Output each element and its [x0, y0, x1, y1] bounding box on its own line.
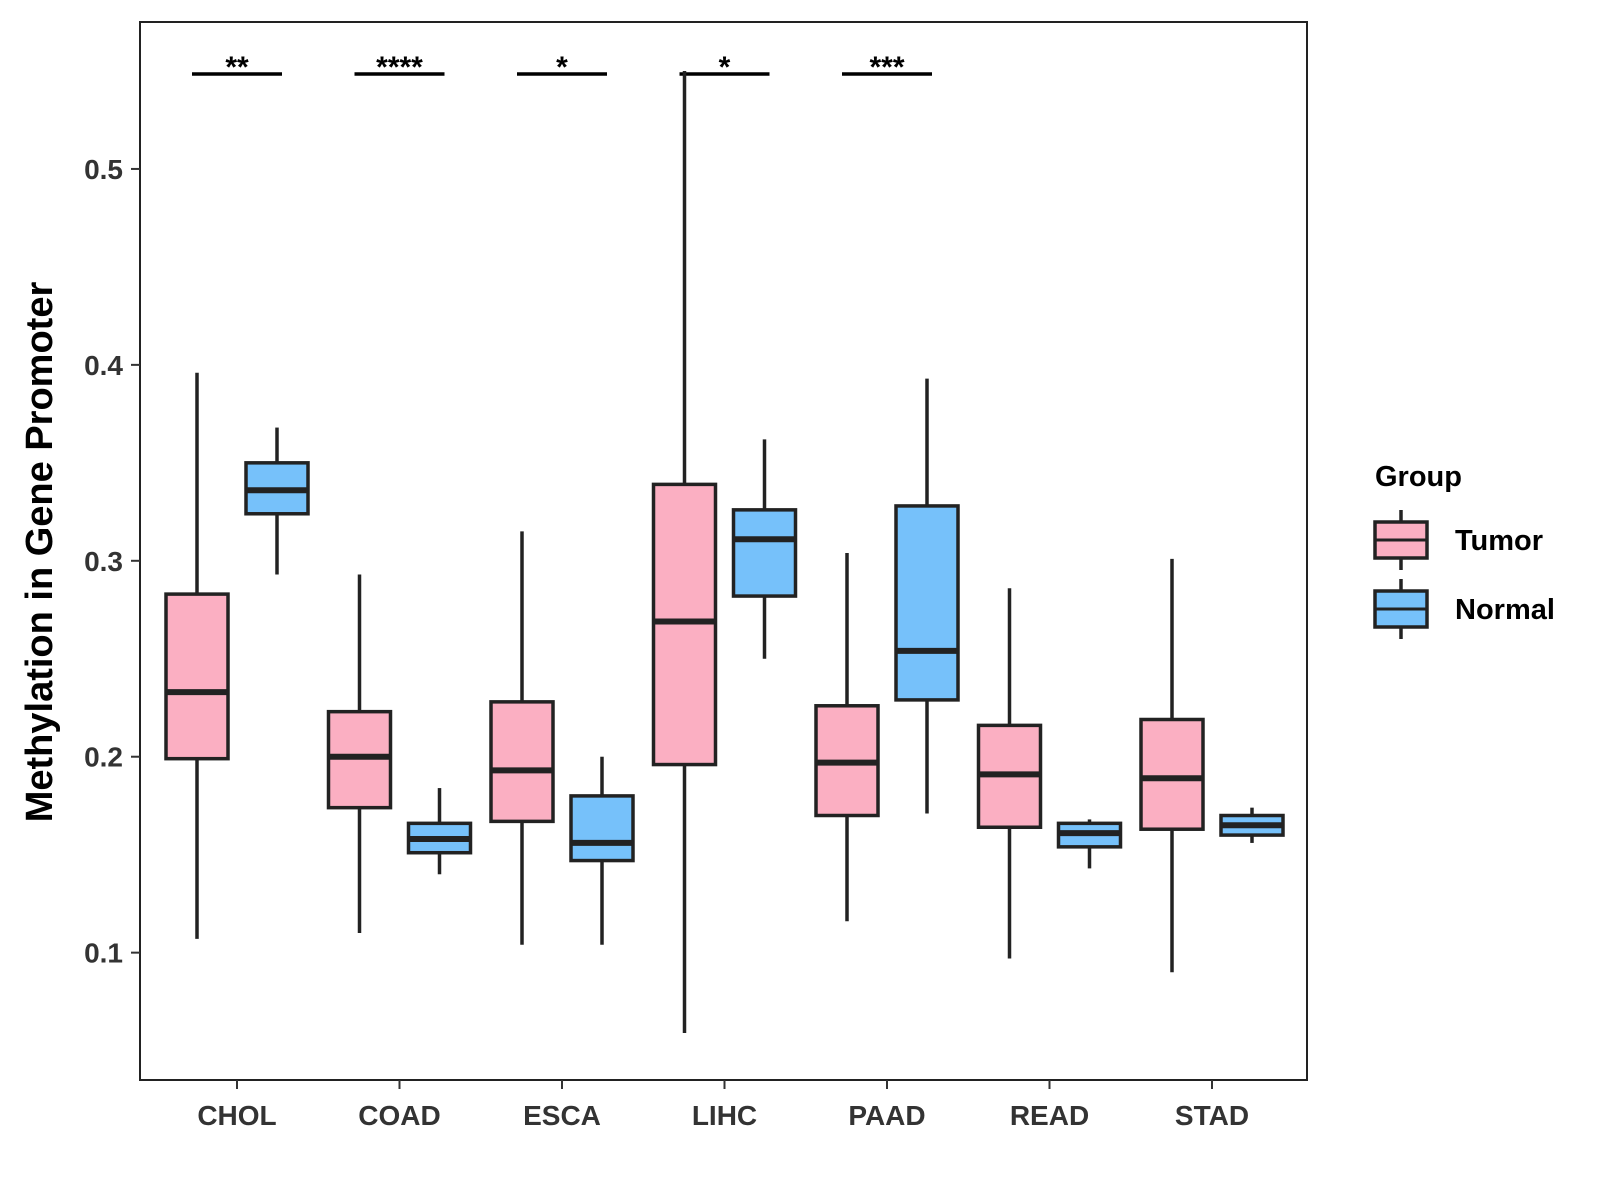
box-tumor-chol — [164, 372, 230, 939]
legend-label: Tumor — [1455, 525, 1543, 557]
box-normal-paad — [894, 378, 960, 814]
box-iqr — [1139, 717, 1205, 831]
significance-label: * — [719, 51, 731, 84]
legend-label: Normal — [1455, 594, 1555, 626]
box-iqr — [164, 592, 230, 761]
box-tumor-esca — [489, 531, 555, 945]
box-normal-esca — [569, 756, 635, 945]
y-tick-label: 0.4 — [84, 350, 123, 381]
box-tumor-paad — [814, 552, 880, 922]
x-tick-label: LIHC — [692, 1100, 757, 1131]
legend-title: Group — [1375, 461, 1462, 493]
x-tick-label: STAD — [1175, 1100, 1249, 1131]
legend-item-normal: Normal — [1373, 579, 1555, 639]
significance-annotations: ** **** * * *** — [192, 51, 932, 84]
x-tick-label: CHOL — [197, 1100, 276, 1131]
box-normal-lihc — [731, 439, 798, 659]
x-tick-label: ESCA — [523, 1100, 601, 1131]
x-tick-label: READ — [1010, 1100, 1089, 1131]
box-iqr — [489, 700, 555, 824]
significance-label: *** — [869, 51, 904, 84]
box-normal-stad — [1219, 807, 1285, 843]
legend: Group Tumor Normal — [1373, 461, 1555, 639]
box-normal-chol — [244, 427, 310, 575]
box-iqr — [731, 508, 798, 598]
y-tick-label: 0.2 — [84, 742, 123, 773]
x-axis: CHOL COAD ESCA LIHC PAAD READ STAD — [197, 1080, 1249, 1131]
plot-panel — [139, 21, 1308, 1081]
x-tick-label: COAD — [358, 1100, 440, 1131]
significance-label: **** — [376, 51, 423, 84]
significance-label: * — [556, 51, 568, 84]
y-tick-label: 0.5 — [84, 154, 123, 185]
box-normal-read — [1056, 819, 1123, 869]
box-iqr — [569, 794, 635, 863]
box-tumor-coad — [326, 574, 393, 934]
box-iqr — [894, 504, 960, 702]
significance-label: ** — [225, 51, 249, 84]
boxes — [164, 70, 1285, 1033]
box-tumor-read — [976, 588, 1043, 959]
y-axis: 0.1 0.2 0.3 0.4 0.5 — [84, 154, 140, 969]
box-normal-coad — [406, 788, 473, 875]
y-axis-title: Methylation in Gene Promoter — [19, 282, 61, 823]
box-tumor-lihc — [651, 70, 718, 1033]
legend-item-tumor: Tumor — [1373, 510, 1543, 570]
box-tumor-stad — [1139, 558, 1205, 973]
y-tick-label: 0.1 — [84, 938, 123, 969]
x-tick-label: PAAD — [848, 1100, 925, 1131]
y-tick-label: 0.3 — [84, 546, 123, 577]
